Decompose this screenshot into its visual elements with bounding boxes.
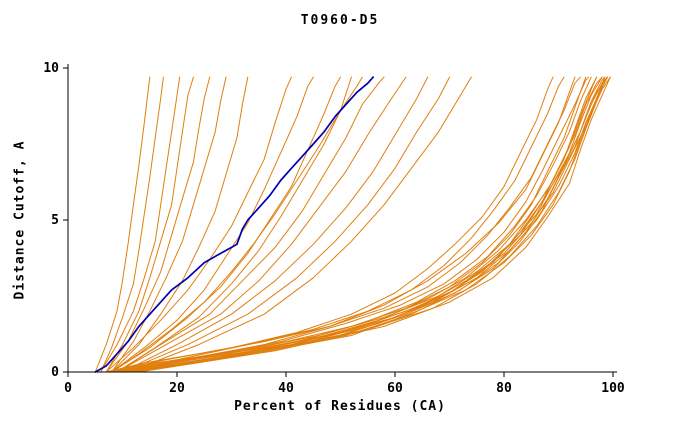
model-curve (105, 76, 194, 373)
model-curve (116, 76, 363, 373)
y-tick-label: 0 (51, 365, 59, 380)
model-curve (116, 76, 581, 373)
model-curve (122, 76, 450, 373)
model-curve (127, 76, 472, 373)
model-curve (116, 76, 385, 373)
model-curve (116, 76, 598, 373)
model-curve (132, 76, 611, 373)
model-curve (105, 76, 211, 373)
model-curve (122, 76, 608, 373)
model-curve (111, 76, 227, 373)
x-tick-label: 40 (278, 381, 294, 396)
x-tick-label: 0 (64, 381, 72, 396)
model-curve (100, 76, 181, 373)
model-curve (111, 76, 341, 373)
model-curve (116, 76, 589, 373)
model-curve (111, 76, 249, 373)
model-curve (132, 76, 608, 373)
plot-title: T0960-D5 (300, 13, 380, 28)
model-curve (111, 76, 587, 373)
y-tick-label: 5 (51, 213, 59, 228)
x-tick-label: 80 (496, 381, 512, 396)
x-tick-label: 20 (169, 381, 185, 396)
model-curve (105, 76, 576, 373)
x-axis-label: Percent of Residues (CA) (234, 399, 446, 414)
model-curve (111, 76, 314, 373)
model-curve (100, 76, 164, 373)
model-curve (132, 76, 606, 373)
model-curve (138, 76, 611, 373)
model-curve (116, 76, 606, 373)
highlighted-curve (94, 76, 375, 373)
model-curve (94, 76, 151, 373)
x-tick-label: 100 (601, 381, 625, 396)
model-curve (116, 76, 407, 373)
model-curve (111, 76, 565, 373)
y-tick-label: 10 (43, 61, 59, 76)
model-curve (105, 76, 292, 373)
x-tick-label: 60 (387, 381, 403, 396)
model-curve (111, 76, 352, 373)
model-curve (122, 76, 429, 373)
